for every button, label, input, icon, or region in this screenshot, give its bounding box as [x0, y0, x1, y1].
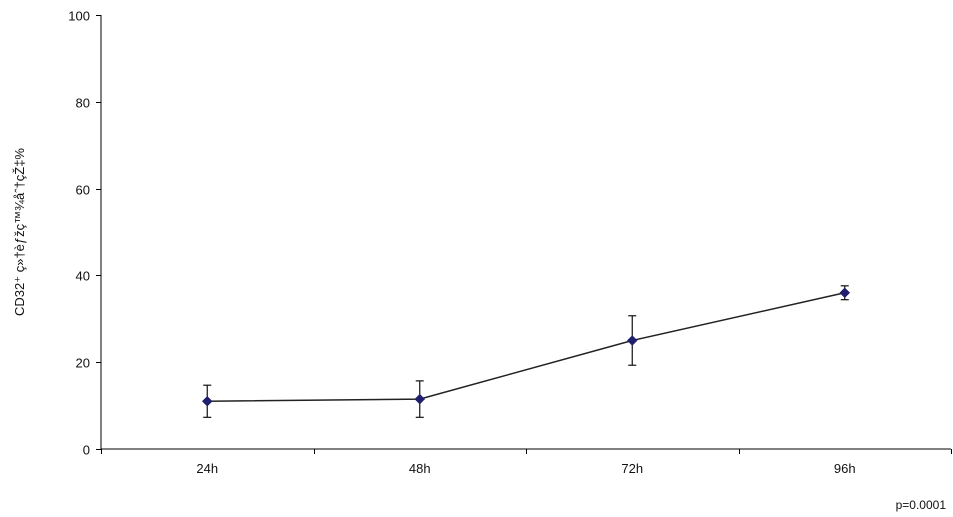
x-tick-label: 96h [834, 461, 856, 476]
data-point [201, 395, 213, 407]
y-axis-title: CD32⁺ ç»†èƒžç™¾åˆ†çŽ‡% [12, 148, 27, 316]
y-tick-label: 0 [83, 443, 90, 458]
y-axis: 0 20 40 60 80 100 [68, 9, 102, 458]
y-tick-label: 100 [68, 9, 90, 24]
data-point [626, 335, 638, 346]
x-axis: 24h 48h 72h 96h [101, 448, 952, 476]
x-tick-label: 48h [409, 461, 431, 476]
y-tick-label: 20 [76, 356, 90, 371]
plot-area [201, 285, 851, 418]
p-value-annotation: p=0.0001 [896, 498, 947, 512]
data-point [839, 287, 851, 299]
x-tick-label: 72h [621, 461, 643, 476]
series-line [207, 292, 845, 403]
y-tick-label: 80 [76, 96, 90, 111]
y-tick-label: 40 [76, 269, 90, 284]
y-tick-label: 60 [76, 183, 90, 198]
data-point [414, 393, 426, 405]
x-tick-label: 24h [196, 461, 218, 476]
